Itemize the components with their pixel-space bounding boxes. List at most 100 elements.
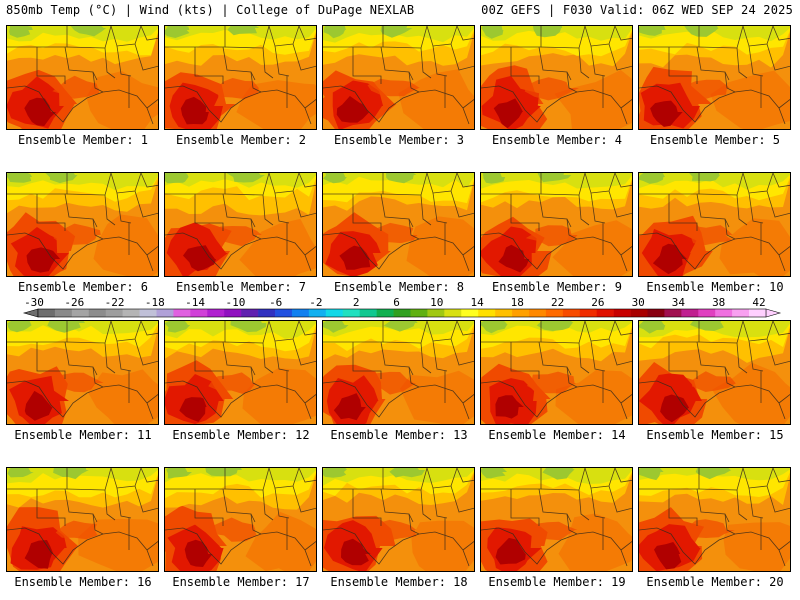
colorbar-swatch <box>88 309 107 317</box>
colorbar-swatch <box>258 309 276 317</box>
ensemble-map-panel <box>480 320 633 425</box>
temperature-map <box>481 26 632 129</box>
colorbar-tick-label: 30 <box>632 297 645 309</box>
colorbar-swatch <box>241 309 259 317</box>
colorbar-tick-label: -30 <box>24 297 44 309</box>
ensemble-member-label: Ensemble Member: 8 <box>333 280 465 294</box>
colorbar-tick-label: -18 <box>145 297 165 309</box>
colorbar-swatch <box>393 309 411 317</box>
ensemble-member-label: Ensemble Member: 2 <box>175 133 307 147</box>
temperature-map <box>7 321 158 424</box>
ensemble-map-panel <box>6 320 159 425</box>
colorbar-tick-label: -2 <box>309 297 322 309</box>
temperature-map <box>165 173 316 276</box>
ensemble-map-panel <box>6 172 159 277</box>
colorbar-swatch <box>156 309 174 317</box>
colorbar-tick-label: 38 <box>712 297 725 309</box>
colorbar-tick-label: -10 <box>225 297 245 309</box>
ensemble-map-panel <box>480 25 633 130</box>
colorbar-swatch <box>545 309 564 317</box>
temperature-map <box>639 173 790 276</box>
colorbar-swatch <box>732 309 750 317</box>
ensemble-map-panel <box>322 320 475 425</box>
temperature-map <box>323 468 474 571</box>
ensemble-member-label: Ensemble Member: 4 <box>491 133 623 147</box>
ensemble-map-panel <box>6 467 159 572</box>
temperature-map <box>7 468 158 571</box>
temperature-map <box>165 321 316 424</box>
colorbar-tick-label: 26 <box>591 297 604 309</box>
colorbar-swatch <box>596 309 614 317</box>
ensemble-map-panel <box>164 467 317 572</box>
colorbar-swatch <box>54 309 73 317</box>
ensemble-map-panel <box>322 25 475 130</box>
temperature-map <box>639 468 790 571</box>
ensemble-member-label: Ensemble Member: 14 <box>488 428 626 442</box>
chart-title: 850mb Temp (°C) | Wind (kts) | College o… <box>6 3 415 17</box>
temperature-map <box>7 173 158 276</box>
colorbar-swatch <box>613 309 631 317</box>
ensemble-map-panel <box>638 25 791 130</box>
colorbar-swatch <box>512 309 530 317</box>
ensemble-map-panel <box>638 172 791 277</box>
colorbar-swatch <box>715 309 733 317</box>
colorbar-swatch <box>38 309 56 317</box>
colorbar-swatch <box>190 309 208 317</box>
temperature-map <box>165 26 316 129</box>
temperature-map <box>639 26 790 129</box>
colorbar-swatch <box>647 309 665 317</box>
colorbar-swatch <box>342 309 360 317</box>
colorbar-tick-label: 14 <box>470 297 484 309</box>
colorbar-tick-label: -14 <box>185 297 205 309</box>
colorbar-swatch <box>308 309 327 317</box>
colorbar-tick-label: 34 <box>672 297 686 309</box>
ensemble-map-panel <box>322 467 475 572</box>
colorbar-swatch <box>359 309 377 317</box>
ensemble-member-label: Ensemble Member: 11 <box>14 428 152 442</box>
colorbar-swatch <box>749 309 767 317</box>
colorbar-tick-label: 18 <box>511 297 524 309</box>
ensemble-member-label: Ensemble Member: 16 <box>14 575 152 589</box>
ensemble-member-label: Ensemble Member: 15 <box>646 428 784 442</box>
colorbar-swatch <box>444 309 462 317</box>
temperature-colorbar: -30 -26 -22 -18 -14 -10 -6 -2 2 6 10 14 18 22 26 30 34 38… <box>22 297 782 318</box>
ensemble-map-panel <box>480 172 633 277</box>
colorbar-swatch <box>461 309 479 317</box>
ensemble-map-panel <box>164 320 317 425</box>
ensemble-member-label: Ensemble Member: 9 <box>491 280 623 294</box>
colorbar-tick-label: 22 <box>551 297 564 309</box>
colorbar-swatch <box>698 309 716 317</box>
colorbar-tick-label: -22 <box>105 297 125 309</box>
colorbar-swatch <box>528 309 547 317</box>
ensemble-member-label: Ensemble Member: 13 <box>330 428 468 442</box>
colorbar-swatch <box>325 309 344 317</box>
ensemble-member-label: Ensemble Member: 12 <box>172 428 310 442</box>
temperature-map <box>481 173 632 276</box>
model-run-info: 00Z GEFS | F030 Valid: 06Z WED SEP 24 20… <box>481 3 793 17</box>
temperature-map <box>165 468 316 571</box>
ensemble-map-panel <box>164 172 317 277</box>
colorbar-swatch <box>376 309 394 317</box>
ensemble-member-label: Ensemble Member: 5 <box>649 133 781 147</box>
temperature-map <box>481 321 632 424</box>
colorbar-swatch <box>291 309 310 317</box>
colorbar-tick-label: 2 <box>353 297 360 309</box>
ensemble-map-panel <box>480 467 633 572</box>
temperature-map <box>7 26 158 129</box>
ensemble-member-label: Ensemble Member: 17 <box>172 575 310 589</box>
colorbar-swatch <box>579 309 597 317</box>
colorbar-swatch <box>275 309 293 317</box>
colorbar-tick-label: -26 <box>64 297 84 309</box>
colorbar-swatch <box>139 309 157 317</box>
ensemble-map-panel <box>638 320 791 425</box>
colorbar-tick-label: 10 <box>430 297 443 309</box>
colorbar-tick-label: -6 <box>269 297 282 309</box>
colorbar-swatch <box>173 309 191 317</box>
ensemble-map-panel <box>638 467 791 572</box>
colorbar-tick-label: 6 <box>393 297 400 309</box>
colorbar-swatch <box>478 309 496 317</box>
temperature-map <box>639 321 790 424</box>
colorbar-swatch <box>71 309 90 317</box>
colorbar-swatch <box>681 309 699 317</box>
colorbar-swatch <box>224 309 242 317</box>
